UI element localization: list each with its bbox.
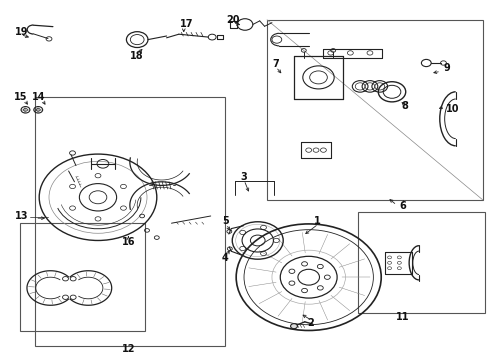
- Text: 5: 5: [222, 216, 229, 226]
- Bar: [20, 223, 145, 331]
- Bar: [267, 20, 483, 200]
- Text: 3: 3: [240, 172, 247, 182]
- Text: 20: 20: [226, 15, 240, 25]
- Text: 1: 1: [314, 216, 320, 226]
- Text: 13: 13: [15, 211, 28, 221]
- Text: 17: 17: [179, 19, 193, 30]
- Text: 16: 16: [122, 237, 135, 247]
- Text: 12: 12: [122, 344, 135, 354]
- Text: 18: 18: [130, 51, 144, 61]
- Text: 7: 7: [272, 59, 279, 69]
- Text: 11: 11: [396, 312, 410, 322]
- Text: 8: 8: [402, 101, 409, 111]
- Text: 10: 10: [446, 104, 460, 114]
- Circle shape: [291, 324, 297, 329]
- Text: 14: 14: [31, 92, 45, 102]
- Bar: [35, 97, 225, 346]
- Text: 9: 9: [443, 63, 450, 73]
- Text: 15: 15: [14, 92, 27, 102]
- Text: 6: 6: [399, 201, 406, 211]
- Bar: [358, 212, 485, 313]
- Text: 2: 2: [308, 318, 315, 328]
- Text: 4: 4: [222, 253, 229, 263]
- Text: 19: 19: [15, 27, 28, 37]
